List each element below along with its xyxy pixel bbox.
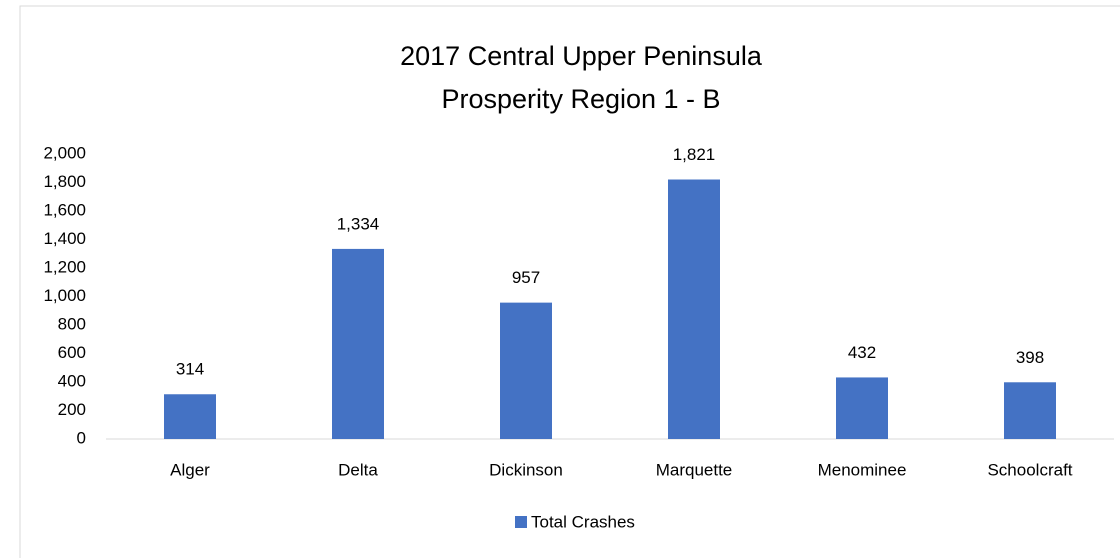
- y-tick-label: 800: [58, 314, 86, 333]
- value-label: 398: [1016, 348, 1044, 367]
- x-tick-label: Menominee: [818, 460, 907, 479]
- y-tick-label: 1,800: [43, 172, 86, 191]
- x-tick-label: Alger: [170, 460, 210, 479]
- value-label: 314: [176, 360, 204, 379]
- y-tick-label: 400: [58, 371, 86, 390]
- x-tick-label: Delta: [338, 460, 378, 479]
- y-tick-label: 600: [58, 343, 86, 362]
- x-tick-label: Schoolcraft: [987, 460, 1072, 479]
- y-tick-label: 2,000: [43, 143, 86, 162]
- legend-label: Total Crashes: [531, 512, 635, 531]
- value-label: 1,821: [673, 145, 716, 164]
- x-tick-label: Dickinson: [489, 460, 563, 479]
- x-tick-label: Marquette: [656, 460, 733, 479]
- chart-border: [19, 5, 1120, 558]
- bar: [1004, 382, 1056, 439]
- bar: [332, 248, 384, 439]
- y-tick-label: 1,200: [43, 257, 86, 276]
- chart-title: 2017 Central Upper Peninsula: [400, 41, 763, 71]
- bar: [164, 394, 216, 439]
- y-tick-label: 1,400: [43, 229, 86, 248]
- legend-swatch: [515, 516, 527, 528]
- y-tick-label: 0: [77, 428, 86, 447]
- y-tick-label: 1,600: [43, 200, 86, 219]
- value-label: 432: [848, 343, 876, 362]
- y-tick-label: 200: [58, 400, 86, 419]
- bar: [836, 377, 888, 439]
- chart-title: Prosperity Region 1 - B: [441, 84, 720, 114]
- bar: [500, 302, 552, 439]
- bar: [668, 179, 720, 439]
- value-label: 1,334: [337, 214, 380, 233]
- y-tick-label: 1,000: [43, 286, 86, 305]
- value-label: 957: [512, 268, 540, 287]
